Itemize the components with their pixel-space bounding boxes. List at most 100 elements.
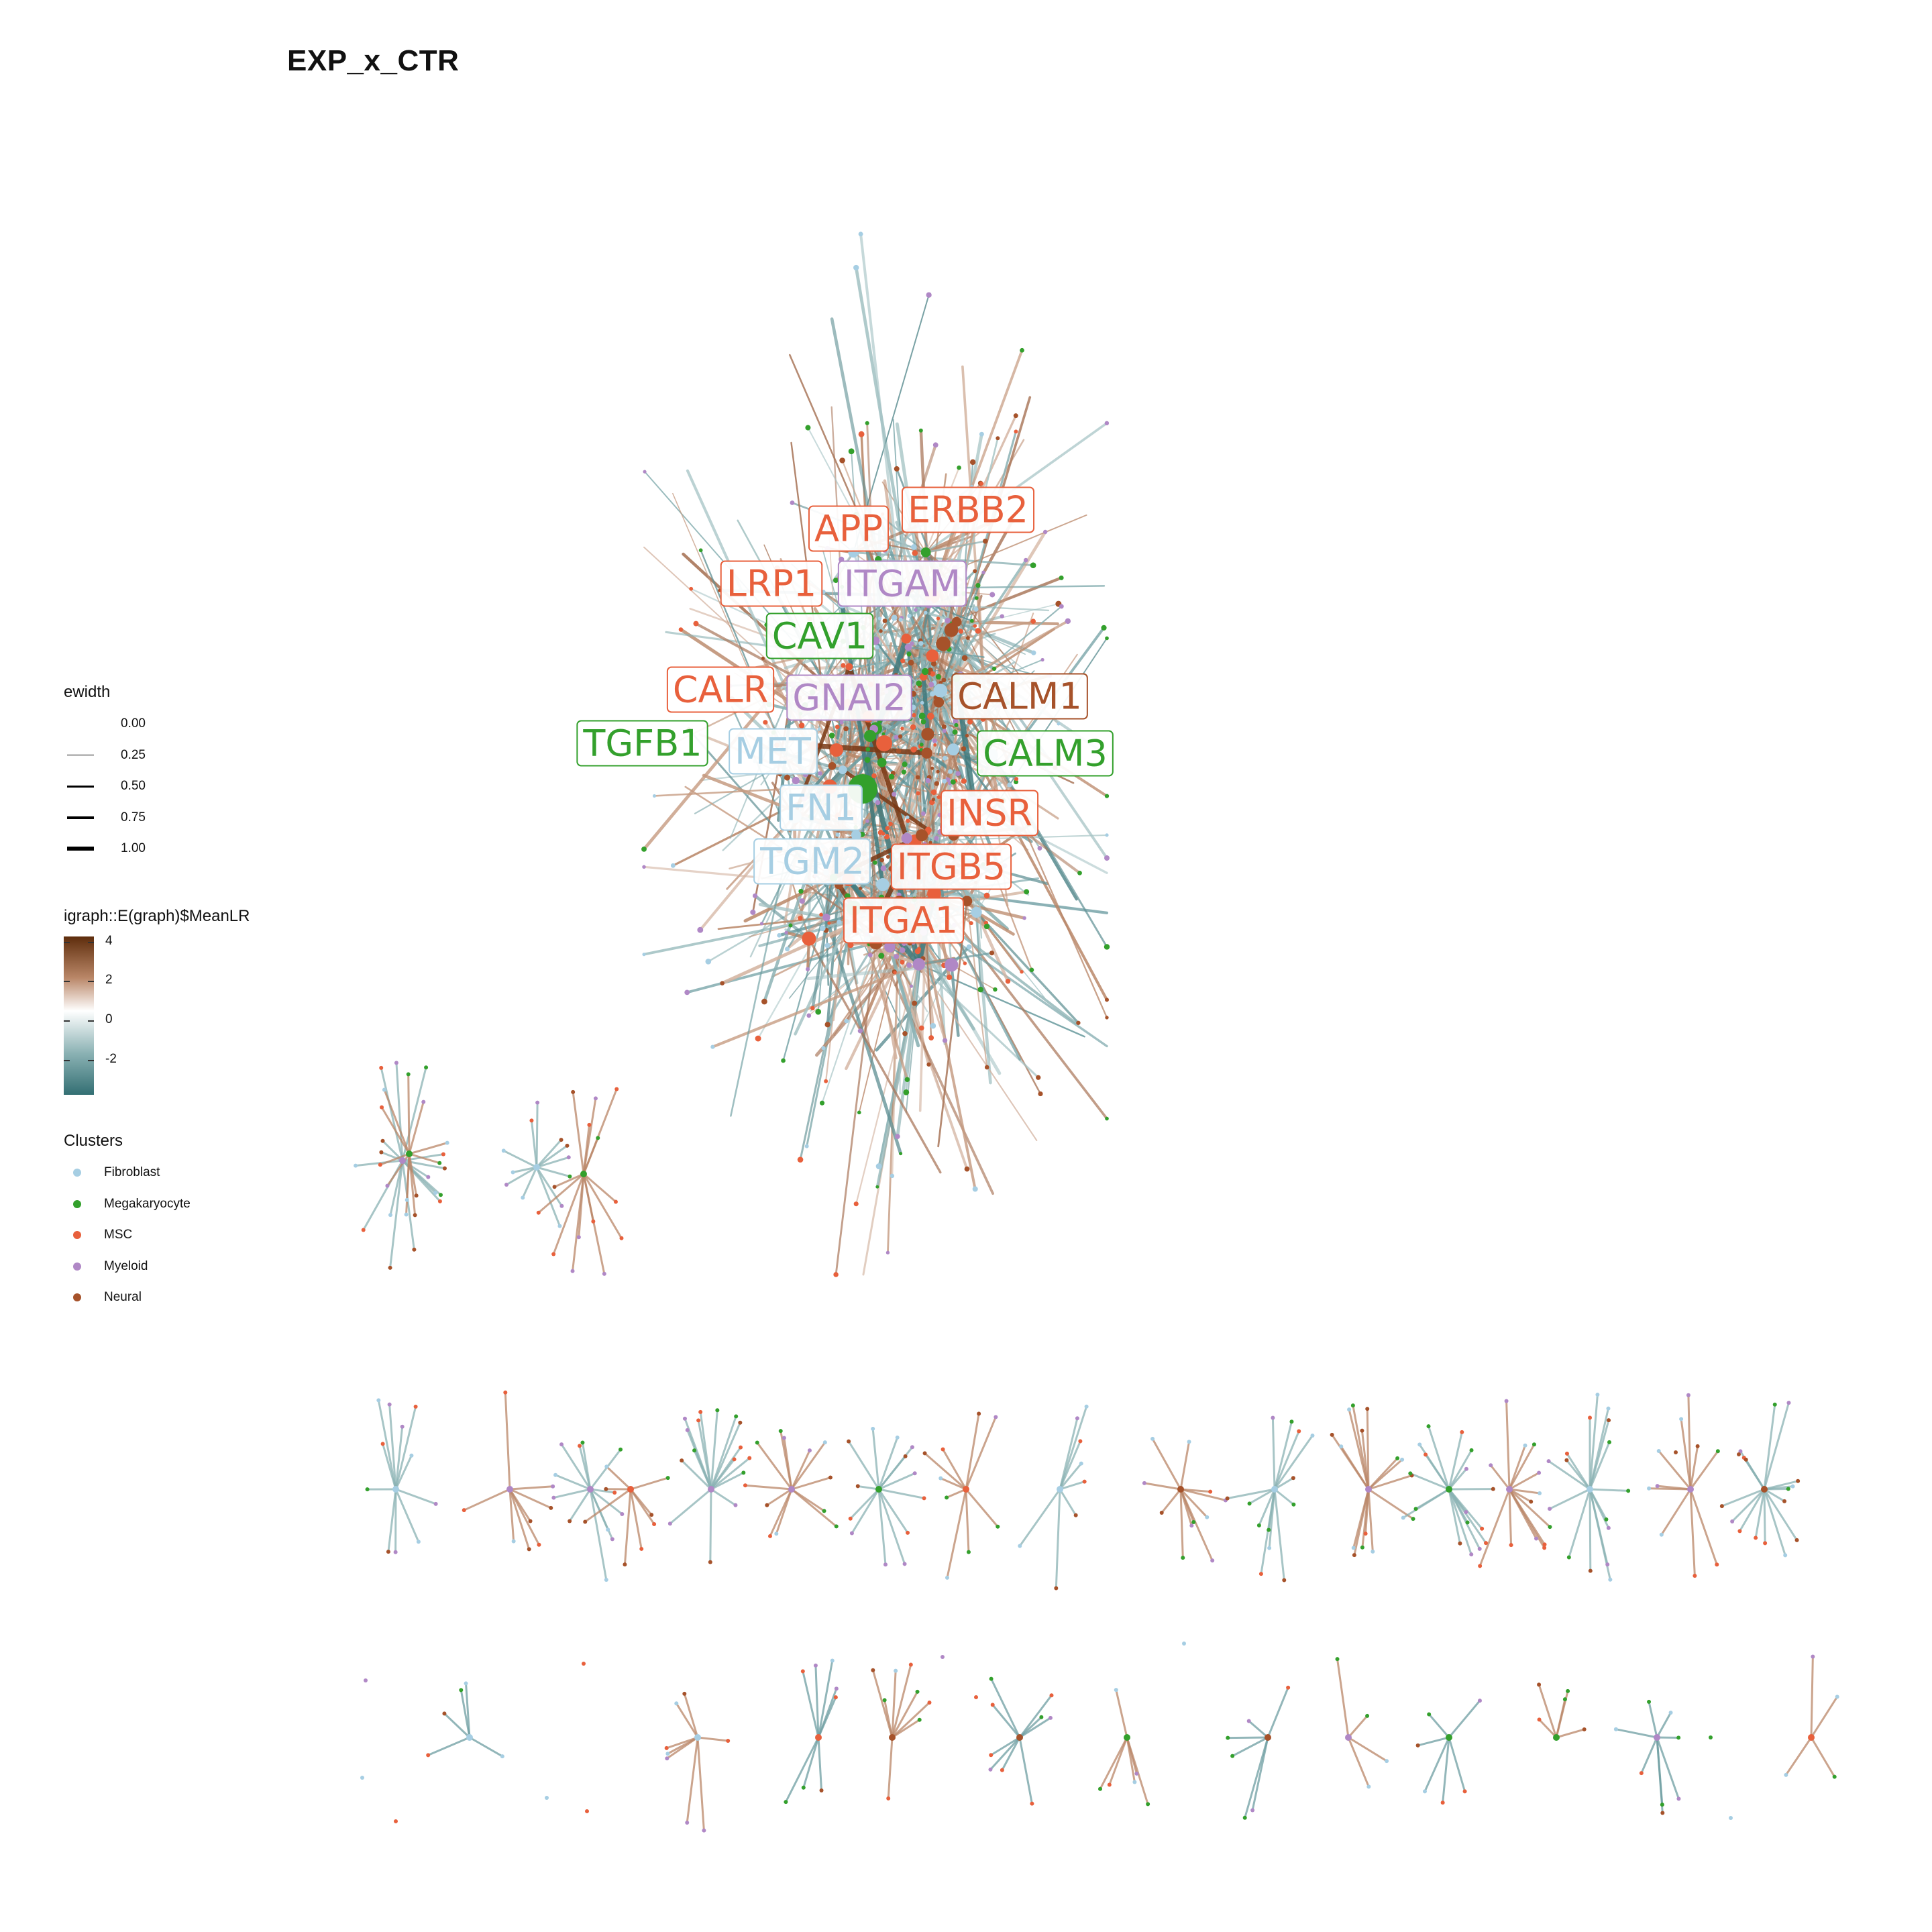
network-edge bbox=[1018, 1694, 1053, 1739]
network-edge bbox=[877, 1436, 899, 1491]
network-node bbox=[642, 953, 646, 957]
network-node bbox=[557, 1224, 562, 1228]
network-node bbox=[582, 1662, 586, 1666]
network-node bbox=[1737, 1529, 1742, 1534]
network-node bbox=[994, 1415, 998, 1419]
network-edge bbox=[1367, 1488, 1415, 1520]
network-node bbox=[464, 1681, 468, 1686]
network-node bbox=[901, 769, 906, 775]
network-edge bbox=[683, 1693, 699, 1739]
network-edge bbox=[1231, 1736, 1269, 1758]
node-label-calr: CALR bbox=[666, 666, 775, 713]
network-edge bbox=[508, 1488, 515, 1543]
network-node bbox=[596, 1136, 600, 1140]
network-node bbox=[930, 766, 934, 770]
network-node bbox=[969, 459, 976, 466]
network-node bbox=[855, 1484, 860, 1489]
network-node bbox=[926, 712, 934, 720]
network-edge bbox=[1810, 1655, 1814, 1739]
network-node bbox=[894, 466, 900, 472]
network-node bbox=[1014, 429, 1018, 434]
network-node bbox=[527, 1547, 531, 1552]
network-node bbox=[934, 836, 939, 841]
network-node bbox=[649, 1513, 654, 1517]
node-label-insr: INSR bbox=[940, 790, 1039, 837]
network-edge bbox=[502, 1149, 538, 1169]
network-edge bbox=[1367, 1457, 1399, 1491]
network-node bbox=[1529, 1499, 1534, 1504]
network-node bbox=[807, 1448, 812, 1453]
network-node bbox=[1084, 1404, 1089, 1409]
network-node bbox=[961, 778, 967, 784]
cluster-legend-label: Fibroblast bbox=[104, 1165, 160, 1180]
network-node bbox=[857, 1028, 863, 1034]
network-node bbox=[1676, 1735, 1681, 1740]
network-edge bbox=[907, 646, 985, 658]
network-node bbox=[551, 1495, 556, 1500]
network-node bbox=[848, 1516, 853, 1521]
network-node bbox=[409, 1453, 414, 1458]
network-node bbox=[841, 663, 846, 668]
network-edge bbox=[709, 1488, 712, 1564]
network-node bbox=[990, 1703, 995, 1707]
network-edge bbox=[1273, 1488, 1295, 1506]
network-node bbox=[693, 621, 699, 627]
node-label-gnai2: GNAI2 bbox=[786, 674, 912, 721]
network-node bbox=[873, 860, 877, 865]
network-node bbox=[835, 724, 840, 729]
network-edge bbox=[1763, 1403, 1776, 1491]
network-node bbox=[822, 1509, 826, 1513]
network-node bbox=[920, 700, 924, 705]
network-node bbox=[971, 906, 982, 918]
network-node bbox=[936, 795, 941, 800]
network-edge bbox=[877, 1488, 906, 1565]
ewidth-legend-key: 0.25 bbox=[64, 740, 146, 771]
network-node bbox=[710, 1044, 715, 1049]
network-node bbox=[413, 1213, 417, 1218]
network-edge bbox=[965, 1412, 980, 1491]
node-label-met: MET bbox=[729, 728, 818, 775]
network-node bbox=[896, 748, 902, 754]
network-node bbox=[580, 1171, 587, 1177]
network-node bbox=[1660, 1803, 1664, 1807]
network-node bbox=[1478, 1564, 1483, 1568]
network-node bbox=[1013, 413, 1018, 419]
network-node bbox=[1458, 1541, 1462, 1546]
network-node bbox=[1365, 1486, 1372, 1493]
network-edge bbox=[891, 1664, 912, 1739]
ewidth-legend-key: 0.00 bbox=[64, 708, 146, 740]
network-node bbox=[708, 1486, 714, 1493]
node-label-text: INSR bbox=[947, 792, 1032, 835]
network-node bbox=[1794, 1538, 1799, 1542]
node-label-text: ERBB2 bbox=[908, 489, 1028, 531]
network-node bbox=[922, 1496, 926, 1501]
network-node bbox=[1039, 1715, 1044, 1719]
network-node bbox=[1037, 845, 1042, 851]
network-node bbox=[904, 1077, 910, 1083]
network-node bbox=[954, 722, 959, 727]
network-node bbox=[865, 747, 871, 752]
network-node bbox=[1077, 870, 1082, 875]
network-node bbox=[926, 292, 932, 298]
network-node bbox=[1537, 1682, 1542, 1687]
network-node bbox=[778, 1429, 783, 1434]
network-edge bbox=[1589, 1441, 1611, 1491]
network-edge bbox=[817, 1687, 838, 1739]
node-label-app: APP bbox=[808, 505, 890, 552]
network-node bbox=[708, 1560, 712, 1564]
network-edge bbox=[1538, 1683, 1558, 1739]
network-node bbox=[916, 829, 928, 842]
network-edge bbox=[505, 1166, 538, 1186]
network-node bbox=[641, 846, 647, 852]
network-node bbox=[747, 1456, 752, 1460]
network-node bbox=[894, 1668, 898, 1673]
cluster-legend-item: Neural bbox=[64, 1282, 191, 1313]
network-edge bbox=[1589, 1488, 1629, 1492]
network-node bbox=[963, 1486, 969, 1493]
network-edge bbox=[1428, 1713, 1450, 1739]
network-node bbox=[800, 1669, 805, 1674]
network-node bbox=[865, 819, 869, 823]
node-label-calm3: CALM3 bbox=[977, 730, 1114, 777]
network-node bbox=[1182, 1642, 1186, 1646]
network-node bbox=[1606, 1406, 1611, 1411]
